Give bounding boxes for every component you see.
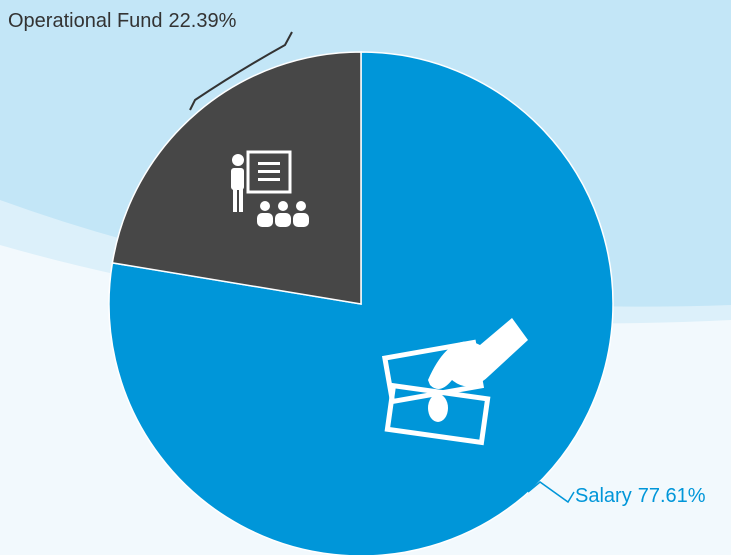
value-label: 77.61% xyxy=(638,485,706,507)
category-label: Operational Fund xyxy=(8,10,163,32)
leader-line xyxy=(527,481,575,504)
pie xyxy=(108,51,614,555)
value-label: 22.39% xyxy=(169,10,237,32)
presentation-icon xyxy=(231,150,309,227)
money-icon xyxy=(381,318,528,446)
slice-label: Salary 77.61% xyxy=(575,485,706,507)
leader-line xyxy=(189,31,293,111)
category-label: Salary xyxy=(575,485,632,507)
slice-label: Operational Fund 22.39% xyxy=(8,10,237,32)
